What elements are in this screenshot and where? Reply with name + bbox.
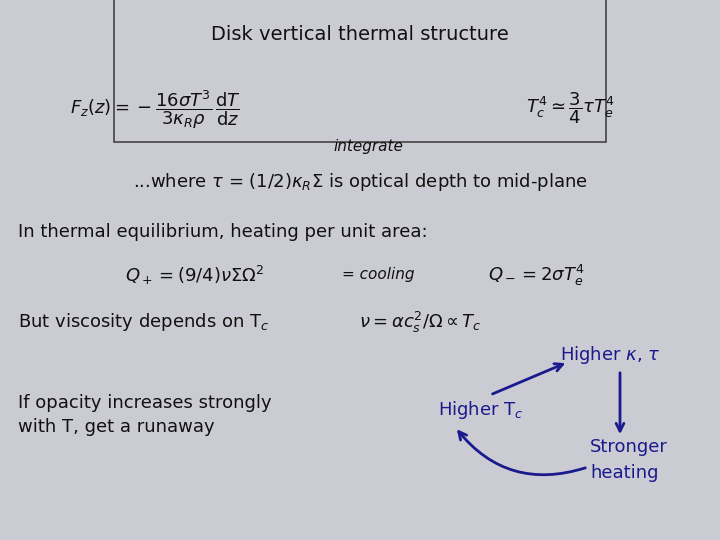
Text: $Q_+ = (9/4)\nu\Sigma\Omega^2$: $Q_+ = (9/4)\nu\Sigma\Omega^2$ [125, 264, 265, 287]
Text: If opacity increases strongly
with T, get a runaway: If opacity increases strongly with T, ge… [18, 394, 271, 436]
FancyArrow shape [310, 87, 425, 133]
Text: Disk vertical thermal structure: Disk vertical thermal structure [211, 25, 509, 44]
Text: $\nu = \alpha c_s^2/\Omega \propto T_c$: $\nu = \alpha c_s^2/\Omega \propto T_c$ [359, 309, 482, 335]
Text: $F_z(z) = -\dfrac{16\sigma T^3}{3\kappa_R\rho}\,\dfrac{\mathrm{d}T}{\mathrm{d}z}: $F_z(z) = -\dfrac{16\sigma T^3}{3\kappa_… [70, 89, 240, 131]
Text: In thermal equilibrium, heating per unit area:: In thermal equilibrium, heating per unit… [18, 223, 428, 241]
Text: $T_c^4 \simeq \dfrac{3}{4}\tau T_e^4$: $T_c^4 \simeq \dfrac{3}{4}\tau T_e^4$ [526, 90, 614, 126]
Text: ...where $\tau$ = (1/2)$\kappa_R\Sigma$ is optical depth to mid-plane: ...where $\tau$ = (1/2)$\kappa_R\Sigma$ … [132, 171, 588, 193]
Text: $Q_- = 2\sigma T_e^4$: $Q_- = 2\sigma T_e^4$ [487, 262, 585, 287]
Text: Higher $\kappa$, $\tau$: Higher $\kappa$, $\tau$ [560, 344, 660, 366]
Text: = cooling: = cooling [342, 267, 414, 282]
Text: integrate: integrate [333, 139, 403, 154]
Text: Higher T$_c$: Higher T$_c$ [438, 399, 523, 421]
Text: But viscosity depends on T$_c$: But viscosity depends on T$_c$ [18, 311, 269, 333]
Text: Stronger
heating: Stronger heating [590, 438, 668, 482]
